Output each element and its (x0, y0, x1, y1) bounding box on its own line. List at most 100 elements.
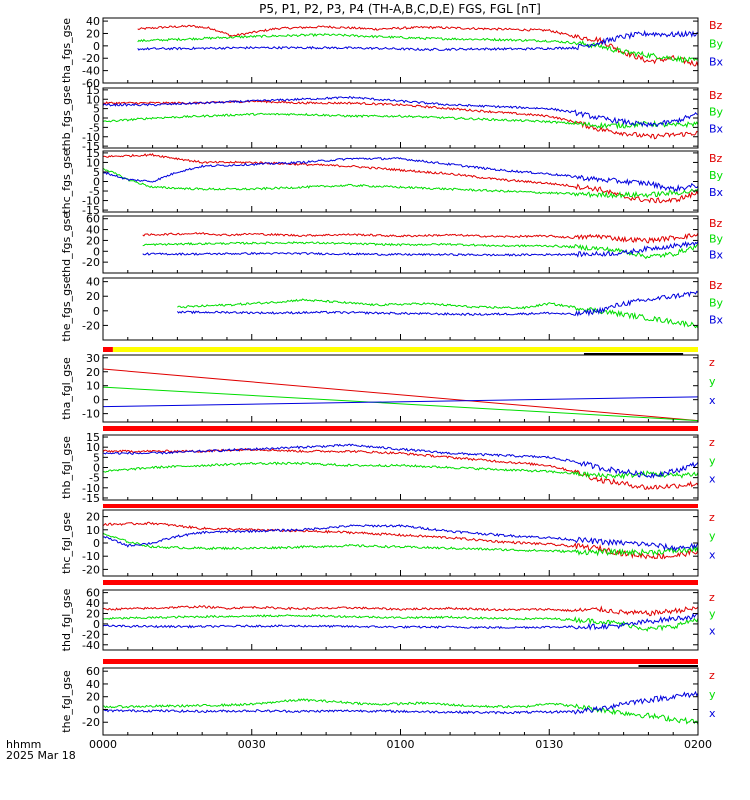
ytick-label: 40 (86, 224, 100, 237)
series-line-x (103, 690, 698, 715)
series-line-By (142, 240, 698, 260)
ytick-label: 20 (86, 290, 100, 303)
legend-label-x: x (709, 548, 716, 561)
ytick-label: 30 (86, 352, 100, 365)
series-line-Bx (142, 240, 698, 258)
series-line-Bx (103, 95, 698, 128)
ytick-label: -15 (82, 492, 100, 505)
ytick-label: 10 (86, 524, 100, 537)
xtick-label: 0100 (387, 738, 415, 751)
ytick-label: 0 (93, 305, 100, 318)
ytick-label: 20 (86, 234, 100, 247)
series-line-By (177, 298, 698, 329)
legend-label-y: y (709, 454, 716, 467)
legend-label-Bx: Bx (709, 186, 724, 199)
status-bar (103, 659, 698, 667)
panel-frame (102, 87, 699, 149)
time-axis-label-hhmm: hhmm (6, 738, 41, 751)
ytick-label: -5 (89, 185, 100, 198)
ytick-label: 5 (93, 103, 100, 116)
legend-label-z: z (709, 669, 715, 682)
ytick-label: -20 (82, 256, 100, 269)
series-line-y (103, 532, 698, 557)
legend-label-Bx: Bx (709, 314, 724, 327)
legend-label-x: x (709, 624, 716, 637)
legend-label-y: y (709, 688, 716, 701)
ytick-label: 0 (93, 703, 100, 716)
legend-label-Bx: Bx (709, 56, 724, 69)
ytick-label: 15 (86, 431, 100, 444)
ytick-label: -10 (82, 408, 100, 421)
series-line-By (103, 112, 698, 130)
panel-ylabel: thb_fgs_gse (60, 85, 73, 151)
series-line-z (103, 605, 698, 617)
ytick-label: 10 (86, 156, 100, 169)
legend-label-Bx: Bx (709, 122, 724, 135)
ytick-label: 0 (93, 40, 100, 53)
panel-frame (102, 277, 699, 341)
status-segment-yellow (112, 347, 698, 352)
panel-ylabel: tha_fgs_gse (60, 18, 73, 83)
status-segment-red (103, 580, 698, 585)
ytick-label: -20 (82, 628, 100, 641)
panel-frame (102, 509, 699, 577)
series-line-Bx (176, 290, 698, 317)
xtick-label: 0130 (535, 738, 563, 751)
ytick-label: -5 (89, 472, 100, 485)
panel-ylabel: thb_fgl_gse (60, 436, 73, 499)
ytick-label: 0 (93, 245, 100, 258)
panel-frame (102, 667, 699, 736)
ytick-label: -40 (82, 65, 100, 78)
ytick-label: 0 (93, 394, 100, 407)
series-line-Bz (103, 153, 698, 204)
ytick-label: -15 (82, 204, 100, 217)
ytick-label: 0 (93, 176, 100, 189)
series-line-x (103, 524, 698, 552)
figure-title: P5, P1, P2, P3, P4 (TH-A,B,C,D,E) FGS, F… (259, 2, 541, 16)
panel-ylabel: tha_fgl_gse (60, 357, 73, 420)
series-line-x (103, 443, 698, 479)
status-bar (103, 580, 698, 585)
ytick-label: 5 (93, 451, 100, 464)
legend-label-Bx: Bx (709, 248, 724, 261)
status-segment-red (103, 426, 698, 431)
series-line-z (103, 447, 698, 490)
series-line-Bx (103, 157, 698, 193)
panel-frame (102, 434, 699, 501)
panel-ylabel: the_fgs_gse (60, 276, 73, 341)
ytick-label: -10 (82, 195, 100, 208)
ytick-label: 10 (86, 93, 100, 106)
ytick-label: 40 (86, 597, 100, 610)
series-line-y (103, 461, 698, 480)
ytick-label: -20 (82, 716, 100, 729)
panel-frame (102, 17, 699, 84)
ytick-label: -10 (82, 131, 100, 144)
time-axis-label-date: 2025 Mar 18 (6, 749, 76, 762)
legend-label-x: x (709, 473, 716, 486)
series-line-y (103, 614, 698, 632)
panel-ylabel: thd_fgl_gse (60, 588, 73, 651)
ytick-label: -20 (82, 319, 100, 332)
status-bar (103, 347, 698, 355)
legend-label-Bz: Bz (709, 89, 723, 102)
series-line-y (103, 698, 698, 726)
legend-label-Bz: Bz (709, 19, 723, 32)
status-mark (638, 665, 698, 667)
ytick-label: 0 (93, 112, 100, 125)
status-segment-red (103, 659, 698, 664)
legend-label-By: By (709, 296, 724, 309)
legend-label-Bz: Bz (709, 279, 723, 292)
ytick-label: -5 (89, 121, 100, 134)
ytick-label: 20 (86, 366, 100, 379)
ytick-label: -10 (82, 482, 100, 495)
ytick-label: 40 (86, 678, 100, 691)
ytick-label: 0 (93, 618, 100, 631)
